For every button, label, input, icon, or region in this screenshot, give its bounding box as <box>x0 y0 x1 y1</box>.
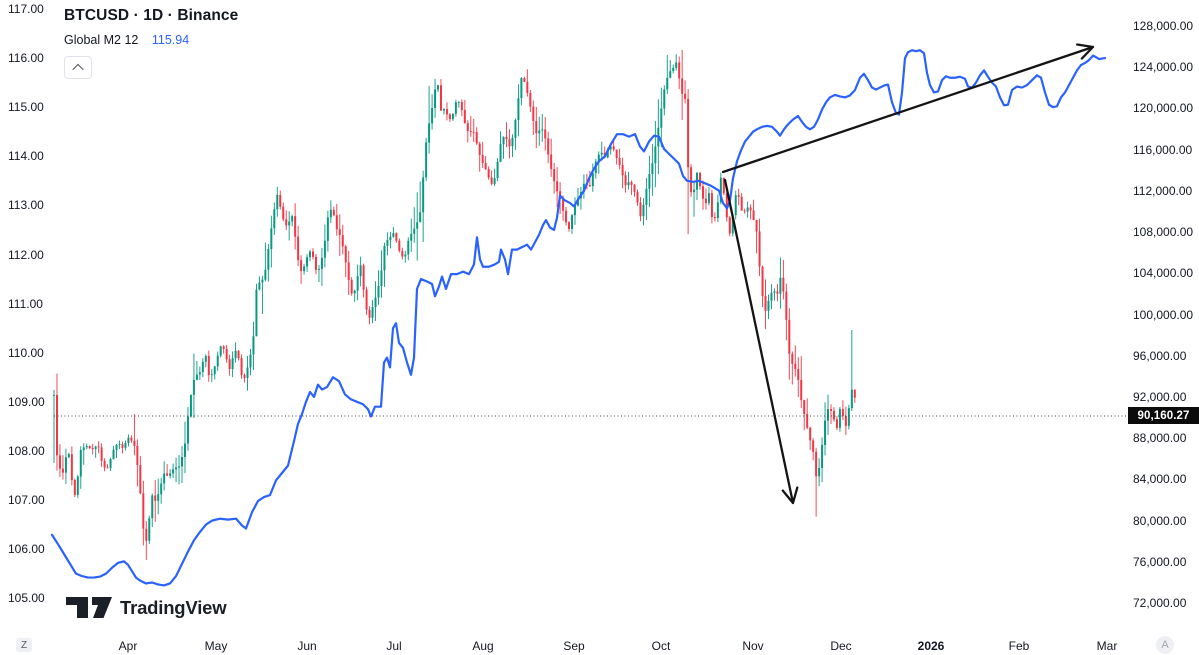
candlestick-series-down <box>55 49 856 560</box>
left-axis-label: 108.00 <box>8 443 45 458</box>
left-axis-label: 114.00 <box>8 149 44 164</box>
time-axis-month-label: Feb <box>1008 639 1030 653</box>
right-axis-label: 116,000.00 <box>1133 142 1193 157</box>
candlestick-series-up <box>53 54 853 545</box>
global-m2-line <box>50 49 1107 587</box>
left-axis-label: 113.00 <box>8 198 44 213</box>
left-axis-label: 109.00 <box>8 394 45 409</box>
trend-arrow <box>723 178 799 505</box>
collapse-legend-button[interactable] <box>64 56 92 79</box>
right-axis-label: 108,000.00 <box>1133 225 1194 240</box>
tradingview-logo[interactable]: TradingView <box>66 596 227 619</box>
left-axis-label: 110.00 <box>8 345 44 360</box>
left-axis-label: 116.00 <box>8 51 44 66</box>
timezone-badge[interactable]: Z <box>16 638 32 652</box>
indicator-row[interactable]: Global M2 12 115.94 <box>64 33 238 47</box>
tradingview-mark-icon <box>66 597 112 618</box>
time-axis-month-label: Apr <box>118 639 138 653</box>
right-axis-label: 128,000.00 <box>1133 19 1194 33</box>
time-axis-month-label: Sep <box>563 639 585 653</box>
time-axis-month-label: Aug <box>472 639 494 653</box>
right-axis-label: 100,000.00 <box>1133 307 1194 322</box>
left-axis-label: 117.00 <box>8 2 44 16</box>
right-axis-label: 92,000.00 <box>1133 390 1187 405</box>
down-candle-wicks <box>56 49 856 560</box>
last-price-badge: 90,160.27 <box>1128 407 1199 424</box>
right-axis-label: 80,000.00 <box>1133 513 1187 528</box>
time-axis-month-label: May <box>204 639 228 653</box>
left-axis-label: 115.00 <box>8 100 44 115</box>
right-axis-label: 76,000.00 <box>1133 554 1187 569</box>
global-m2-line-path <box>50 49 1107 587</box>
right-axis-label: 96,000.00 <box>1133 348 1187 363</box>
trend-arrow <box>721 43 1095 174</box>
right-axis-label: 112,000.00 <box>1133 183 1193 198</box>
left-axis-label: 105.00 <box>8 591 45 606</box>
time-axis-month-label: Nov <box>742 639 764 653</box>
time-axis-month-label: Jul <box>386 639 402 653</box>
left-axis-label: 107.00 <box>8 493 45 507</box>
symbol-title[interactable]: BTCUSD · 1D · Binance <box>64 7 239 24</box>
left-axis-label: 106.00 <box>8 542 45 557</box>
auto-scale-badge[interactable]: A <box>1156 636 1174 654</box>
chart-legend: BTCUSD · 1D · Binance Global M2 12 115.9… <box>64 7 238 79</box>
time-axis-month-label: Jun <box>297 639 317 653</box>
right-axis-label: 124,000.00 <box>1133 60 1194 75</box>
right-axis-label: 88,000.00 <box>1133 431 1187 446</box>
right-axis-label: 72,000.00 <box>1133 596 1187 611</box>
left-axis-label: 111.00 <box>8 296 43 311</box>
time-axis-month-label: Dec <box>830 639 852 653</box>
left-axis-label: 112.00 <box>8 247 44 262</box>
right-axis-label: 104,000.00 <box>1133 266 1194 281</box>
chevron-up-icon <box>72 63 84 75</box>
right-axis-label: 120,000.00 <box>1133 101 1194 116</box>
time-axis-month-label: Oct <box>651 639 671 653</box>
drawing-arrows[interactable] <box>721 43 1095 505</box>
right-axis-label: 84,000.00 <box>1133 472 1187 487</box>
indicator-value: 115.94 <box>151 33 190 47</box>
tradingview-logo-text: TradingView <box>120 596 227 618</box>
indicator-label[interactable]: Global M2 12 <box>64 33 139 47</box>
time-axis-year-label: 2026 <box>917 639 945 653</box>
time-axis-month-label: Mar <box>1096 639 1118 653</box>
